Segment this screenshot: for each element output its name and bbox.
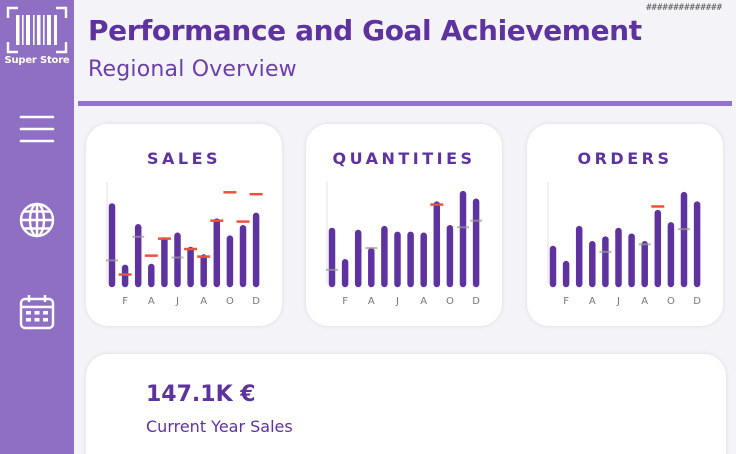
kpi-card[interactable]: 147.1K € Current Year Sales (86, 354, 726, 454)
calendar-icon[interactable] (18, 293, 56, 331)
sidebar: Super Store (0, 0, 74, 454)
x-tick-label: O (226, 296, 234, 307)
kpi-value: 147.1K € (146, 382, 256, 407)
barcode-icon (6, 6, 68, 54)
x-tick-label: J (616, 296, 620, 307)
globe-icon[interactable] (18, 201, 56, 239)
x-tick-label: A (148, 296, 155, 307)
x-tick-label: A (200, 296, 207, 307)
page-title: Performance and Goal Achievement (88, 14, 642, 47)
x-tick-label: O (446, 296, 454, 307)
x-tick-label: O (667, 296, 675, 307)
x-tick-label: F (563, 296, 569, 307)
quantities-card[interactable]: QUANTITIES F A J A O D (306, 124, 502, 326)
sales-card[interactable]: SALES F A J A O D (86, 124, 282, 326)
x-tick-label: A (641, 296, 648, 307)
x-tick-label: F (342, 296, 348, 307)
store-logo[interactable]: Super Store (4, 6, 70, 68)
x-tick-label: F (122, 296, 128, 307)
x-tick-label: D (693, 296, 701, 307)
x-tick-label: A (420, 296, 427, 307)
overflow-marker: ############## (646, 3, 722, 13)
logo-text: Super Store (4, 55, 70, 66)
kpi-label: Current Year Sales (146, 417, 293, 436)
x-tick-label: D (472, 296, 480, 307)
x-tick-label: J (395, 296, 399, 307)
x-tick-label: A (368, 296, 375, 307)
header-divider (78, 101, 732, 106)
x-tick-label: D (252, 296, 260, 307)
orders-card[interactable]: ORDERS F A J A O D (527, 124, 723, 326)
x-tick-label: J (175, 296, 179, 307)
sales-card-title: SALES (146, 149, 222, 168)
page-subtitle: Regional Overview (88, 57, 297, 82)
x-tick-label: A (589, 296, 596, 307)
quantities-card-title: QUANTITIES (332, 149, 476, 168)
orders-card-title: ORDERS (577, 149, 673, 168)
menu-icon[interactable] (18, 110, 56, 148)
